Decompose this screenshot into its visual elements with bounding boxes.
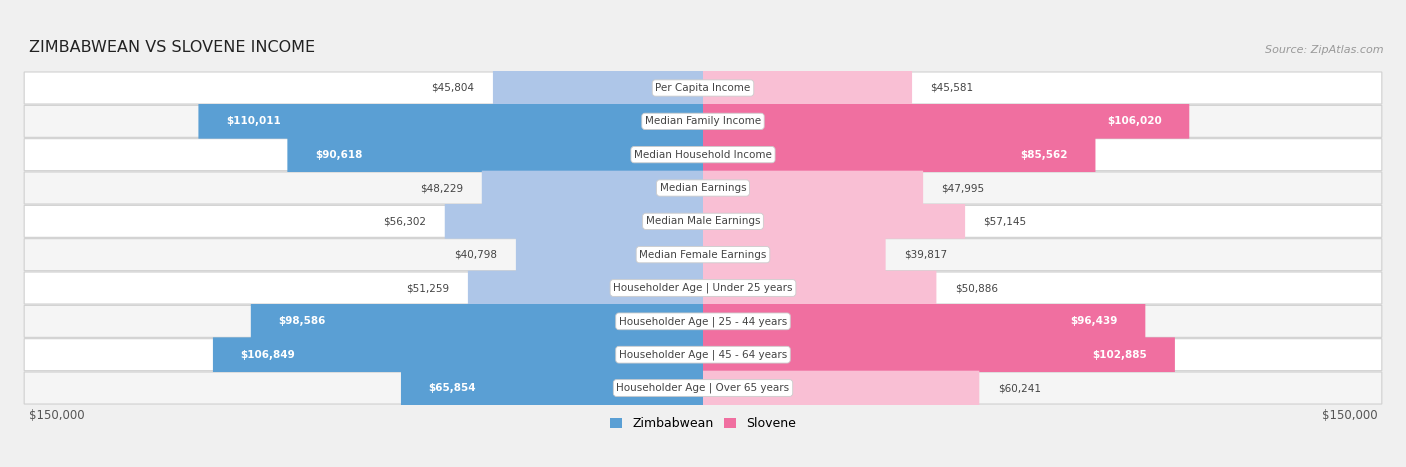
FancyBboxPatch shape bbox=[24, 72, 1382, 104]
Text: Median Household Income: Median Household Income bbox=[634, 149, 772, 160]
FancyBboxPatch shape bbox=[703, 371, 980, 405]
Text: $48,229: $48,229 bbox=[420, 183, 464, 193]
Text: Median Family Income: Median Family Income bbox=[645, 116, 761, 127]
FancyBboxPatch shape bbox=[444, 204, 703, 239]
Text: Householder Age | Over 65 years: Householder Age | Over 65 years bbox=[616, 383, 790, 393]
Text: $65,854: $65,854 bbox=[429, 383, 477, 393]
Text: $85,562: $85,562 bbox=[1021, 149, 1069, 160]
FancyBboxPatch shape bbox=[482, 170, 703, 205]
FancyBboxPatch shape bbox=[24, 139, 1382, 170]
Text: $60,241: $60,241 bbox=[998, 383, 1040, 393]
FancyBboxPatch shape bbox=[24, 305, 1382, 337]
FancyBboxPatch shape bbox=[24, 372, 1382, 404]
FancyBboxPatch shape bbox=[494, 71, 703, 106]
Text: $150,000: $150,000 bbox=[1322, 409, 1378, 422]
FancyBboxPatch shape bbox=[250, 304, 703, 339]
Text: $50,886: $50,886 bbox=[955, 283, 998, 293]
FancyBboxPatch shape bbox=[703, 204, 965, 239]
Legend: Zimbabwean, Slovene: Zimbabwean, Slovene bbox=[605, 412, 801, 435]
Text: Householder Age | Under 25 years: Householder Age | Under 25 years bbox=[613, 283, 793, 293]
FancyBboxPatch shape bbox=[24, 239, 1382, 271]
Text: $90,618: $90,618 bbox=[315, 149, 363, 160]
FancyBboxPatch shape bbox=[516, 237, 703, 272]
FancyBboxPatch shape bbox=[24, 205, 1382, 237]
Text: $45,581: $45,581 bbox=[931, 83, 973, 93]
Text: Householder Age | 25 - 44 years: Householder Age | 25 - 44 years bbox=[619, 316, 787, 326]
Text: ZIMBABWEAN VS SLOVENE INCOME: ZIMBABWEAN VS SLOVENE INCOME bbox=[28, 40, 315, 55]
Text: $106,020: $106,020 bbox=[1107, 116, 1161, 127]
FancyBboxPatch shape bbox=[703, 137, 1095, 172]
FancyBboxPatch shape bbox=[212, 337, 703, 372]
Text: $51,259: $51,259 bbox=[406, 283, 450, 293]
FancyBboxPatch shape bbox=[703, 71, 912, 106]
Text: Median Female Earnings: Median Female Earnings bbox=[640, 250, 766, 260]
FancyBboxPatch shape bbox=[703, 271, 936, 305]
Text: $39,817: $39,817 bbox=[904, 250, 948, 260]
Text: $102,885: $102,885 bbox=[1092, 350, 1147, 360]
Text: $150,000: $150,000 bbox=[28, 409, 84, 422]
FancyBboxPatch shape bbox=[198, 104, 703, 139]
FancyBboxPatch shape bbox=[703, 104, 1189, 139]
FancyBboxPatch shape bbox=[24, 172, 1382, 204]
Text: $40,798: $40,798 bbox=[454, 250, 498, 260]
FancyBboxPatch shape bbox=[703, 337, 1175, 372]
Text: $47,995: $47,995 bbox=[942, 183, 984, 193]
Text: Median Male Earnings: Median Male Earnings bbox=[645, 216, 761, 226]
FancyBboxPatch shape bbox=[703, 304, 1146, 339]
Text: Householder Age | 45 - 64 years: Householder Age | 45 - 64 years bbox=[619, 349, 787, 360]
FancyBboxPatch shape bbox=[24, 339, 1382, 371]
Text: $110,011: $110,011 bbox=[226, 116, 281, 127]
Text: $45,804: $45,804 bbox=[432, 83, 475, 93]
FancyBboxPatch shape bbox=[401, 371, 703, 405]
FancyBboxPatch shape bbox=[24, 106, 1382, 137]
FancyBboxPatch shape bbox=[24, 272, 1382, 304]
Text: Median Earnings: Median Earnings bbox=[659, 183, 747, 193]
Text: $56,302: $56,302 bbox=[384, 216, 426, 226]
Text: $57,145: $57,145 bbox=[983, 216, 1026, 226]
FancyBboxPatch shape bbox=[703, 237, 886, 272]
FancyBboxPatch shape bbox=[468, 271, 703, 305]
Text: Source: ZipAtlas.com: Source: ZipAtlas.com bbox=[1265, 45, 1384, 55]
Text: $106,849: $106,849 bbox=[240, 350, 295, 360]
Text: $96,439: $96,439 bbox=[1070, 316, 1118, 326]
Text: Per Capita Income: Per Capita Income bbox=[655, 83, 751, 93]
FancyBboxPatch shape bbox=[703, 170, 924, 205]
Text: $98,586: $98,586 bbox=[278, 316, 326, 326]
FancyBboxPatch shape bbox=[287, 137, 703, 172]
